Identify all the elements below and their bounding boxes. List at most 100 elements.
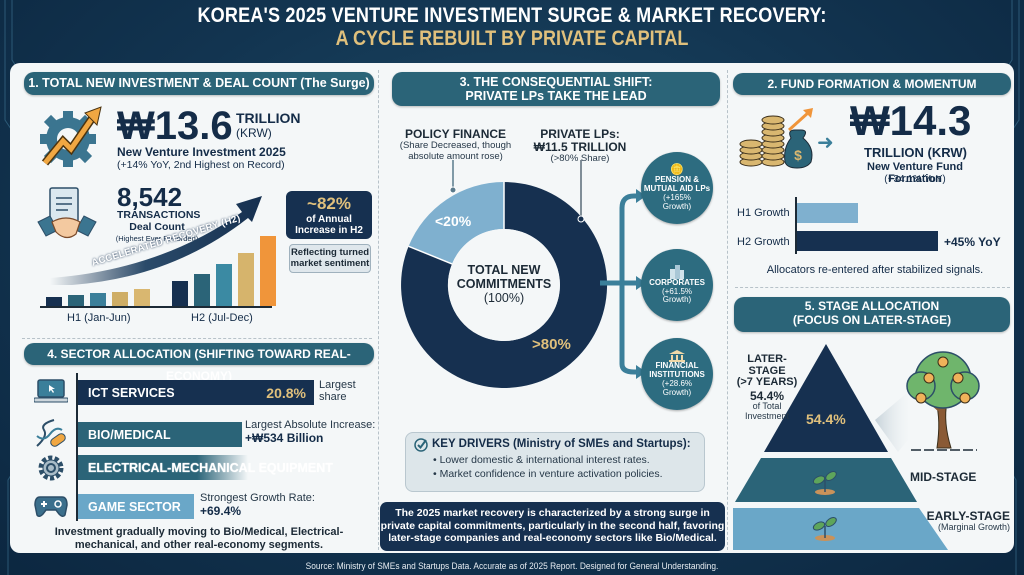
divider-left: [378, 70, 379, 550]
laptop-icon: [34, 379, 68, 403]
h1-axis-label: H1 (Jan-Jun): [67, 312, 131, 324]
private-pct-label: >80%: [532, 336, 571, 353]
bio-note-line1: Largest Absolute Increase:: [245, 419, 376, 431]
fund-note: Allocators re-entered after stabilized s…: [766, 264, 984, 276]
fund-label: New Venture Fund Formation: [867, 161, 963, 185]
coins-moneybag-icon: $: [739, 108, 813, 169]
bar-h2-5: [260, 236, 276, 306]
lp-pension-growth2: Growth): [662, 201, 692, 211]
section2-heading: 2. FUND FORMATION & MOMENTUM: [733, 73, 1011, 95]
private-lps-share: (>80% Share): [550, 153, 610, 165]
bar-h2-3: [216, 264, 232, 306]
lp-pension-name1: PENSION &: [654, 175, 699, 185]
sector-footnote-line1: Investment gradually moving to Bio/Medic…: [54, 526, 344, 538]
bio-note-line2: +₩534 Billion: [245, 430, 324, 445]
lp-pension-growth1: (+165%: [663, 193, 691, 203]
fund-h1-label: H1 Growth: [737, 207, 790, 219]
fund-h2-value: +45% YoY: [944, 235, 1001, 249]
title-line-1: KOREA'S 2025 VENTURE INVESTMENT SURGE & …: [197, 4, 827, 27]
sector-name-bio: BIO/MEDICAL: [88, 427, 171, 442]
private-lps-title: PRIVATE LPs:: [540, 127, 620, 141]
donut-center-label: TOTAL NEW COMMITMENTS (100%): [448, 263, 560, 305]
sentiment-note-line1: Reflecting turned: [290, 247, 370, 258]
section1-heading: 1. TOTAL NEW INVESTMENT & DEAL COUNT (Th…: [24, 72, 374, 95]
divider-right: [727, 70, 728, 550]
later-stage-label: LATER-STAGE (>7 YEARS) 54.4% of Total In…: [733, 353, 801, 421]
arrow-right-icon: ➜: [817, 132, 834, 154]
donut-center-line2: COMMITMENTS: [456, 277, 552, 291]
sentiment-note: Reflecting turned market sentiment: [289, 244, 371, 273]
gear-growth-icon: [40, 106, 102, 167]
investment-unit: TRILLION: [236, 110, 301, 126]
section5-heading-line1: 5. STAGE ALLOCATION: [804, 299, 940, 313]
lp-financial-growth2: Growth): [662, 387, 692, 397]
section3-heading-line1: 3. THE CONSEQUENTIAL SHIFT:: [459, 75, 653, 89]
fund-bar-h1: [797, 203, 858, 223]
ict-note-line2: share: [319, 390, 347, 403]
stage-pyramid-chart: [733, 344, 980, 550]
deal-count-label: Deal Count: [129, 221, 185, 233]
sentiment-note-line2: market sentiment: [290, 258, 370, 270]
game-note-line1: Strongest Growth Rate:: [200, 492, 315, 504]
investment-label: New Venture Investment 2025: [117, 145, 286, 159]
lp-corporates-circle: CORPORATES (+61.5% Growth): [641, 249, 713, 321]
policy-finance-label: POLICY FINANCE (Share Decreased, though …: [393, 127, 518, 162]
tree-icon: [906, 351, 980, 451]
bar-h1-4: [112, 292, 128, 306]
ict-note: Largest share: [319, 379, 356, 403]
checkmark-icon: [414, 438, 428, 452]
sector-name-game: GAME SECTOR: [88, 499, 181, 514]
bar-h2-4: [238, 253, 254, 306]
svg-text:$: $: [794, 147, 802, 163]
bar-h1-2: [68, 295, 84, 306]
callout-line2: Increase in H2: [295, 225, 363, 236]
lp-financial-name1: FINANCIAL: [655, 361, 699, 371]
sector-footnote: Investment gradually moving to Bio/Medic…: [24, 526, 374, 551]
early-stage-note: (Marginal Growth): [937, 522, 1010, 533]
later-stage-title2: (>7 YEARS): [736, 376, 798, 389]
h2-callout: ~82% of Annual Increase in H2: [286, 191, 372, 239]
recovery-arrow: [50, 196, 262, 285]
bar-h1-1: [46, 297, 62, 306]
fund-amount: ₩14.3: [850, 97, 972, 144]
sector-bar-game: GAME SECTOR: [78, 494, 194, 519]
section4-heading: 4. SECTOR ALLOCATION (SHIFTING TOWARD RE…: [24, 343, 374, 383]
later-stage-pct: 54.4%: [749, 388, 785, 403]
sector-bar-ict: ICT SERVICES 20.8%: [78, 380, 314, 405]
sector-name-electrical: ELECTRICAL-MECHANICAL EQUIPMENT: [88, 460, 333, 475]
policy-finance-note2: absolute amount rose): [408, 150, 503, 162]
lp-financial-growth1: (+28.6%: [661, 379, 693, 388]
fund-h2-label: H2 Growth: [737, 236, 790, 248]
pyramid-later-pct: 54.4%: [806, 411, 846, 427]
section5-heading: 5. STAGE ALLOCATION (FOCUS ON LATER-STAG…: [734, 297, 1010, 332]
ict-note-line1: Largest: [319, 379, 356, 391]
section3-heading-line2: PRIVATE LPs TAKE THE LEAD: [465, 89, 647, 104]
key-driver-item: • Market confidence in venture activatio…: [433, 467, 663, 480]
key-drivers-box: KEY DRIVERS (Ministry of SMEs and Startu…: [405, 432, 705, 492]
fund-chart-axis: [795, 197, 797, 254]
fund-bar-h2: [797, 231, 938, 251]
lp-financial-name2: INSTITUTIONS: [649, 370, 705, 380]
commitments-donut-chart: [401, 160, 608, 388]
key-drivers-list: • Lower domestic & international interes…: [433, 454, 663, 481]
gear-icon: [38, 455, 64, 481]
callout-line1: of Annual: [306, 214, 352, 225]
lp-corporates-growth1: (+61.5%: [661, 286, 693, 296]
section3-heading: 3. THE CONSEQUENTIAL SHIFT: PRIVATE LPs …: [392, 72, 720, 106]
divider-section2: [735, 287, 1010, 288]
bar-h1-5: [134, 289, 150, 306]
bank-icon: [669, 350, 685, 363]
mid-stage-label: MID-STAGE: [910, 470, 977, 484]
callout-percentage: ~82%: [307, 194, 351, 213]
hand-coin-icon: 🪙: [670, 164, 684, 177]
early-stage-label: EARLY-STAGE (Marginal Growth): [925, 509, 1010, 533]
bio-note: Largest Absolute Increase: +₩534 Billion: [245, 419, 376, 445]
policy-finance-title: POLICY FINANCE: [404, 127, 507, 141]
header: KOREA'S 2025 VENTURE INVESTMENT SURGE & …: [0, 4, 1024, 51]
lp-pension-circle: 🪙 PENSION & MUTUAL AID LPs (+165% Growth…: [641, 152, 713, 224]
policy-pct-label: <20%: [435, 213, 472, 229]
lp-corporates-name: CORPORATES: [649, 277, 705, 287]
game-note-line2: +69.4%: [200, 503, 242, 518]
source-footer: Source: Ministry of SMEs and Startups Da…: [305, 561, 719, 572]
deal-bar-chart: [36, 236, 281, 306]
